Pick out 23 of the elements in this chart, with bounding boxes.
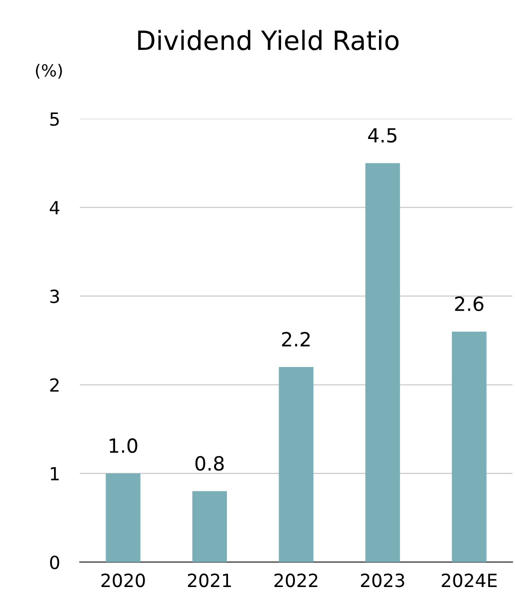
bar	[452, 332, 486, 562]
data-label: 4.5	[368, 128, 396, 143]
bar	[192, 491, 227, 562]
bar	[106, 473, 140, 562]
x-tick-label: 2024E	[442, 574, 497, 588]
bar	[365, 163, 400, 562]
y-tick-label: 0	[50, 556, 60, 570]
x-tick-label: 2023	[360, 574, 404, 588]
data-label: 2.2	[282, 332, 310, 346]
chart-title: Dividend Yield Ratio	[138, 30, 399, 50]
data-label: 2.6	[455, 296, 484, 312]
y-tick-label: 2	[50, 378, 59, 392]
y-axis-title: (%)	[36, 64, 62, 79]
data-label: 1.0	[110, 438, 138, 454]
y-tick-label: 4	[50, 201, 60, 214]
data-label: 0.8	[195, 456, 224, 471]
x-tick-label: 2021	[188, 574, 231, 588]
x-tick-label: 2020	[101, 574, 145, 588]
bar	[278, 367, 314, 562]
y-tick-label: 5	[50, 112, 59, 126]
y-tick-label: 3	[50, 290, 59, 304]
y-tick-label: 1	[50, 467, 59, 480]
x-tick-label: 2022	[274, 574, 318, 588]
